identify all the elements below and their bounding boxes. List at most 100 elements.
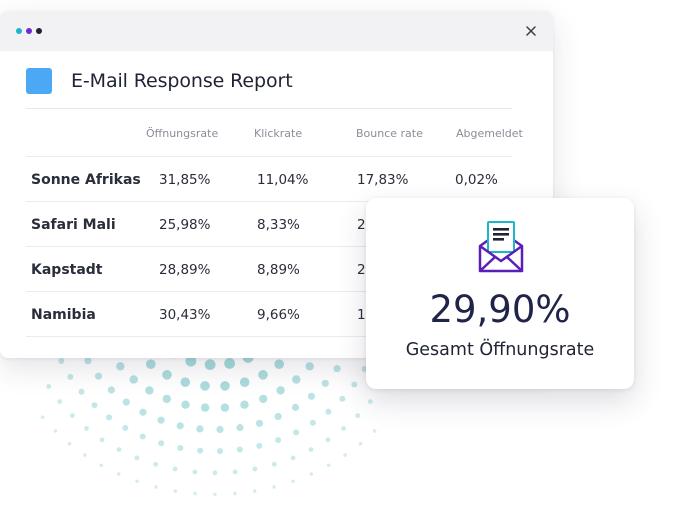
table-row[interactable]: Namibia 30,43% 9,66% 1 — [26, 292, 512, 337]
report-header: E-Mail Response Report — [26, 68, 293, 94]
decorative-dot — [233, 491, 237, 496]
decorative-dot — [355, 413, 361, 418]
decorative-dot — [321, 379, 329, 387]
decorative-dot — [236, 446, 243, 453]
decorative-dot — [252, 489, 257, 493]
column-header-abgemeldet: Abgemeldet — [456, 127, 523, 140]
open-envelope-icon — [478, 221, 524, 273]
table-row[interactable]: Kapstadt 28,89% 8,89% 2 — [26, 247, 512, 292]
decorative-dot — [91, 402, 98, 409]
decorative-dot — [305, 362, 314, 371]
decorative-dot — [339, 395, 346, 402]
table-row[interactable]: Safari Mali 25,98% 8,33% 2 — [26, 202, 512, 247]
decorative-dot — [99, 463, 104, 468]
decorative-dot — [276, 386, 285, 395]
close-icon — [526, 26, 536, 36]
decorative-dot — [116, 472, 121, 476]
decorative-dot — [53, 429, 58, 433]
window-controls — [16, 28, 42, 34]
summary-card: 29,90% Gesamt Öffnungsrate — [366, 198, 634, 389]
decorative-dot — [240, 400, 249, 409]
decorative-dot — [158, 440, 165, 447]
decorative-dot — [236, 424, 244, 432]
decorative-dot — [271, 461, 277, 467]
decorative-dot — [372, 429, 377, 433]
decorative-dot — [134, 455, 140, 461]
decorative-dot — [200, 403, 210, 412]
table-header: Öffnungsrate Klickrate Bounce rate Abgem… — [26, 109, 523, 157]
column-header-bounce-rate: Bounce rate — [356, 127, 423, 140]
cell-oeffnungsrate: 30,43% — [159, 307, 211, 323]
decorative-dot — [153, 461, 159, 467]
decorative-dot — [272, 485, 276, 489]
decorative-dot — [255, 419, 264, 427]
report-title: E-Mail Response Report — [71, 70, 293, 92]
decorative-dot — [308, 447, 314, 452]
decorative-dot — [180, 377, 191, 388]
decorative-dot — [196, 425, 204, 433]
decorative-dot — [292, 375, 301, 384]
cell-oeffnungsrate: 28,89% — [159, 262, 211, 278]
decorative-dot — [307, 392, 315, 400]
decorative-dot — [106, 414, 113, 421]
decorative-dot — [216, 425, 224, 434]
decorative-dot — [224, 358, 236, 369]
decorative-dot — [94, 372, 103, 380]
decorative-dot — [67, 373, 74, 380]
decorative-dot — [325, 408, 332, 415]
cell-oeffnungsrate: 31,85% — [159, 172, 211, 188]
cell-oeffnungsrate: 25,98% — [159, 217, 211, 233]
decorative-dot — [200, 381, 210, 391]
row-name: Sonne Afrikas — [31, 172, 141, 188]
decorative-dot — [172, 466, 178, 472]
decorative-dot — [193, 491, 197, 496]
cell-klickrate: 8,33% — [257, 217, 300, 233]
decorative-dot — [116, 447, 122, 452]
decorative-dot — [256, 442, 263, 449]
decorative-dot — [351, 381, 358, 388]
overall-open-rate-label: Gesamt Öffnungsrate — [405, 340, 595, 360]
decorative-dot — [58, 358, 65, 364]
decorative-dot — [176, 422, 184, 430]
decorative-dot — [232, 469, 238, 475]
decorative-dot — [84, 426, 89, 431]
decorative-dot — [212, 470, 218, 476]
overall-open-rate-value: 29,90% — [429, 288, 571, 331]
table-row[interactable]: Sonne Afrikas 31,85% 11,04% 17,83% 0,02% — [26, 157, 512, 202]
row-name: Namibia — [31, 307, 96, 323]
decorative-dot — [135, 479, 139, 484]
cell-klickrate: 9,66% — [257, 307, 300, 323]
decorative-dot — [367, 399, 373, 404]
column-header-klickrate: Klickrate — [254, 127, 303, 140]
window-dot-dark[interactable] — [36, 28, 42, 34]
decorative-dot — [146, 359, 156, 370]
row-name: Kapstadt — [31, 262, 103, 278]
decorative-dot — [122, 398, 130, 406]
window-dot-purple[interactable] — [26, 28, 32, 34]
decorative-dot — [84, 357, 92, 365]
decorative-dot — [220, 381, 230, 391]
cell-bounce-rate: 1 — [357, 307, 366, 323]
decorative-dot — [162, 370, 172, 380]
decorative-dot — [46, 384, 52, 389]
decorative-dot — [185, 355, 197, 367]
decorative-dot — [67, 441, 72, 446]
report-square-icon — [26, 68, 52, 94]
close-button[interactable] — [521, 21, 541, 41]
column-header-oeffnungsrate: Öffnungsrate — [146, 127, 219, 140]
decorative-dot — [258, 370, 268, 380]
decorative-dot — [181, 400, 190, 409]
decorative-dot — [341, 426, 346, 431]
window-dot-cyan[interactable] — [16, 28, 22, 34]
decorative-dot — [192, 469, 198, 475]
decorative-dot — [78, 388, 85, 395]
decorative-dot — [69, 413, 75, 418]
decorative-dot — [197, 447, 204, 454]
decorative-dot — [274, 412, 282, 421]
decorative-dot — [107, 386, 115, 394]
decorative-dot — [291, 479, 295, 484]
decorative-dot — [309, 472, 314, 476]
cell-bounce-rate: 2 — [357, 262, 366, 278]
decorative-dot — [162, 394, 171, 404]
decorative-dot — [252, 466, 258, 472]
